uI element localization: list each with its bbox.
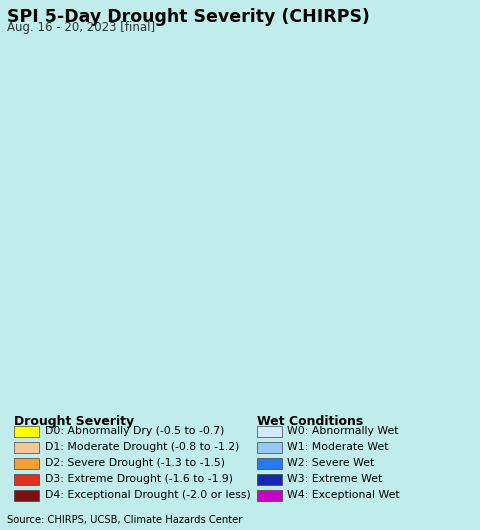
Text: D0: Abnormally Dry (-0.5 to -0.7): D0: Abnormally Dry (-0.5 to -0.7)	[45, 427, 224, 436]
Bar	[14, 458, 39, 469]
Bar	[257, 458, 282, 469]
Text: D4: Exceptional Drought (-2.0 or less): D4: Exceptional Drought (-2.0 or less)	[45, 490, 251, 500]
Bar	[257, 474, 282, 485]
Text: W4: Exceptional Wet: W4: Exceptional Wet	[287, 490, 399, 500]
Bar	[257, 490, 282, 501]
Text: D2: Severe Drought (-1.3 to -1.5): D2: Severe Drought (-1.3 to -1.5)	[45, 458, 225, 469]
Bar	[14, 474, 39, 485]
Text: SPI 5-Day Drought Severity (CHIRPS): SPI 5-Day Drought Severity (CHIRPS)	[7, 8, 370, 26]
Bar	[14, 490, 39, 501]
Text: W2: Severe Wet: W2: Severe Wet	[287, 458, 374, 469]
Text: W3: Extreme Wet: W3: Extreme Wet	[287, 474, 382, 484]
Text: Aug. 16 - 20, 2023 [final]: Aug. 16 - 20, 2023 [final]	[7, 21, 156, 34]
Text: Wet Conditions: Wet Conditions	[257, 415, 363, 428]
Text: W0: Abnormally Wet: W0: Abnormally Wet	[287, 427, 398, 436]
Bar	[14, 426, 39, 437]
Text: Drought Severity: Drought Severity	[14, 415, 134, 428]
Bar	[257, 426, 282, 437]
Text: D1: Moderate Drought (-0.8 to -1.2): D1: Moderate Drought (-0.8 to -1.2)	[45, 443, 239, 453]
Text: Source: CHIRPS, UCSB, Climate Hazards Center: Source: CHIRPS, UCSB, Climate Hazards Ce…	[7, 515, 242, 525]
Bar	[14, 442, 39, 453]
Text: W1: Moderate Wet: W1: Moderate Wet	[287, 443, 388, 453]
Text: D3: Extreme Drought (-1.6 to -1.9): D3: Extreme Drought (-1.6 to -1.9)	[45, 474, 233, 484]
Bar	[257, 442, 282, 453]
